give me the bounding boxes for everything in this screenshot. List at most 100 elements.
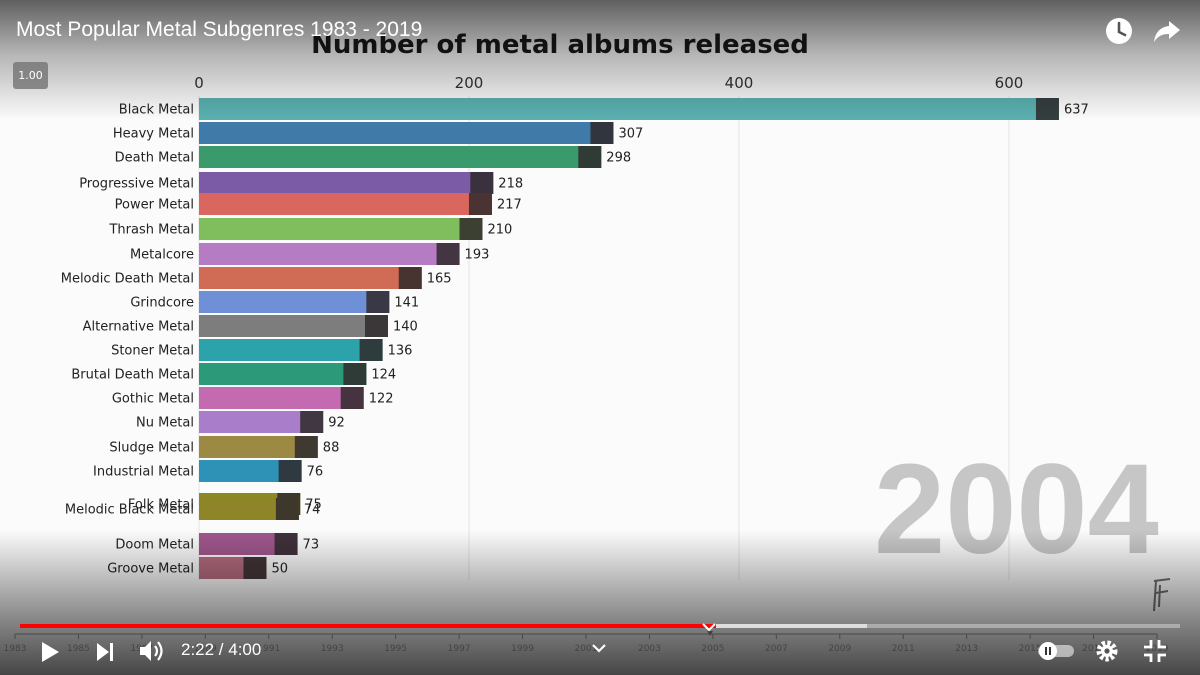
album-thumbnail — [470, 172, 494, 194]
autoplay-toggle-icon[interactable] — [1036, 641, 1076, 661]
value-label: 193 — [465, 248, 490, 263]
category-label: Melodic Death Metal — [61, 272, 194, 287]
album-thumbnail — [398, 267, 422, 289]
bar-brutal-death-metal — [199, 363, 367, 385]
bar-gothic-metal — [199, 387, 364, 409]
category-label: Heavy Metal — [113, 127, 194, 142]
timeline-year-label: 1985 — [67, 644, 90, 654]
share-icon[interactable] — [1152, 16, 1182, 46]
bar-sludge-metal — [199, 436, 318, 458]
timeline-year-label: 1995 — [384, 644, 407, 654]
exit-fullscreen-icon[interactable] — [1142, 638, 1168, 664]
scrubber-chevron-icon[interactable] — [695, 617, 723, 635]
timeline-year-label: 1997 — [448, 644, 471, 654]
album-thumbnail — [436, 243, 460, 265]
value-label: 218 — [498, 177, 523, 192]
album-thumbnail — [340, 387, 364, 409]
category-label: Metalcore — [130, 248, 194, 263]
bar-progressive-metal — [199, 172, 494, 194]
time-display: 2:22 / 4:00 — [181, 640, 262, 659]
timeline-year-label: 1983 — [4, 644, 27, 654]
album-thumbnail — [275, 498, 299, 520]
bar-heavy-metal — [199, 122, 614, 144]
category-label: Black Metal — [119, 103, 194, 118]
x-tick-label: 0 — [194, 74, 204, 92]
album-thumbnail — [578, 146, 602, 168]
album-thumbnail — [590, 122, 614, 144]
album-thumbnail — [278, 460, 302, 482]
category-label: Death Metal — [115, 151, 194, 166]
value-label: 75 — [305, 498, 322, 513]
category-label: Alternative Metal — [83, 320, 194, 335]
timeline-year-label: 1993 — [321, 644, 344, 654]
x-tick-label: 600 — [995, 74, 1024, 92]
x-tick-label: 200 — [455, 74, 484, 92]
bar-thrash-metal — [199, 218, 483, 240]
video-title[interactable]: Most Popular Metal Subgenres 1983 - 2019 — [16, 18, 423, 41]
category-label: Melodic Black Metal — [65, 503, 194, 518]
timeline-year-label: 1999 — [511, 644, 534, 654]
value-label: 210 — [488, 223, 513, 238]
category-label: Folk Metal — [128, 498, 194, 513]
album-thumbnail — [468, 193, 492, 215]
channel-watermark-icon[interactable] — [1148, 575, 1178, 615]
volume-icon[interactable] — [138, 638, 166, 664]
album-thumbnail — [274, 533, 298, 555]
bar-melodic-death-metal — [199, 267, 422, 289]
bar-grindcore — [199, 291, 390, 313]
timeline-year-label: 2013 — [955, 644, 978, 654]
album-thumbnail — [366, 291, 390, 313]
timeline-year-label: 2007 — [765, 644, 788, 654]
value-label: 122 — [369, 392, 394, 407]
value-label: 307 — [618, 127, 643, 142]
value-label: 92 — [328, 416, 345, 431]
next-video-icon[interactable] — [94, 640, 118, 664]
album-thumbnail — [243, 557, 267, 579]
progress-played — [20, 624, 716, 628]
value-label: 88 — [323, 441, 340, 456]
bar-melodic-black-metal — [199, 498, 299, 520]
value-label: 74 — [304, 503, 321, 518]
album-thumbnail — [359, 339, 383, 361]
progress-bar[interactable] — [20, 624, 1180, 628]
album-thumbnail — [1035, 98, 1059, 120]
album-thumbnail — [459, 218, 483, 240]
value-label: 165 — [427, 272, 452, 287]
playback-speed-badge: 1.00 — [13, 62, 48, 89]
bar-death-metal — [199, 146, 602, 168]
bar-power-metal — [199, 193, 492, 215]
value-label: 141 — [394, 296, 419, 311]
album-thumbnail — [365, 315, 388, 337]
value-label: 298 — [606, 151, 631, 166]
category-label: Sludge Metal — [109, 441, 194, 456]
settings-gear-icon[interactable] — [1094, 638, 1120, 664]
value-label: 136 — [388, 344, 413, 359]
bar-nu-metal — [199, 411, 324, 433]
value-label: 73 — [303, 538, 320, 553]
watch-later-icon[interactable] — [1104, 16, 1134, 46]
category-label: Nu Metal — [136, 416, 194, 431]
category-label: Thrash Metal — [108, 223, 194, 238]
category-label: Industrial Metal — [93, 465, 194, 480]
category-label: Doom Metal — [115, 538, 194, 553]
bar-industrial-metal — [199, 460, 302, 482]
year-label: 2004 — [874, 438, 1159, 581]
play-icon[interactable] — [38, 640, 64, 664]
value-label: 140 — [393, 320, 418, 335]
category-label: Progressive Metal — [79, 177, 194, 192]
value-label: 50 — [272, 562, 289, 577]
bar-metalcore — [199, 243, 460, 265]
bar-black-metal — [199, 98, 1059, 120]
bar-alternative-metal — [199, 315, 388, 337]
timeline-year-label: 2011 — [892, 644, 915, 654]
album-thumbnail — [294, 436, 318, 458]
value-label: 76 — [307, 465, 324, 480]
chapter-chevron-icon[interactable] — [585, 639, 613, 657]
timeline-year-label: 2003 — [638, 644, 661, 654]
timeline-year-label: 2005 — [701, 644, 724, 654]
category-label: Stoner Metal — [111, 344, 194, 359]
value-label: 217 — [497, 198, 522, 213]
value-label: 637 — [1064, 103, 1089, 118]
category-label: Groove Metal — [107, 562, 194, 577]
category-label: Brutal Death Metal — [71, 368, 194, 383]
